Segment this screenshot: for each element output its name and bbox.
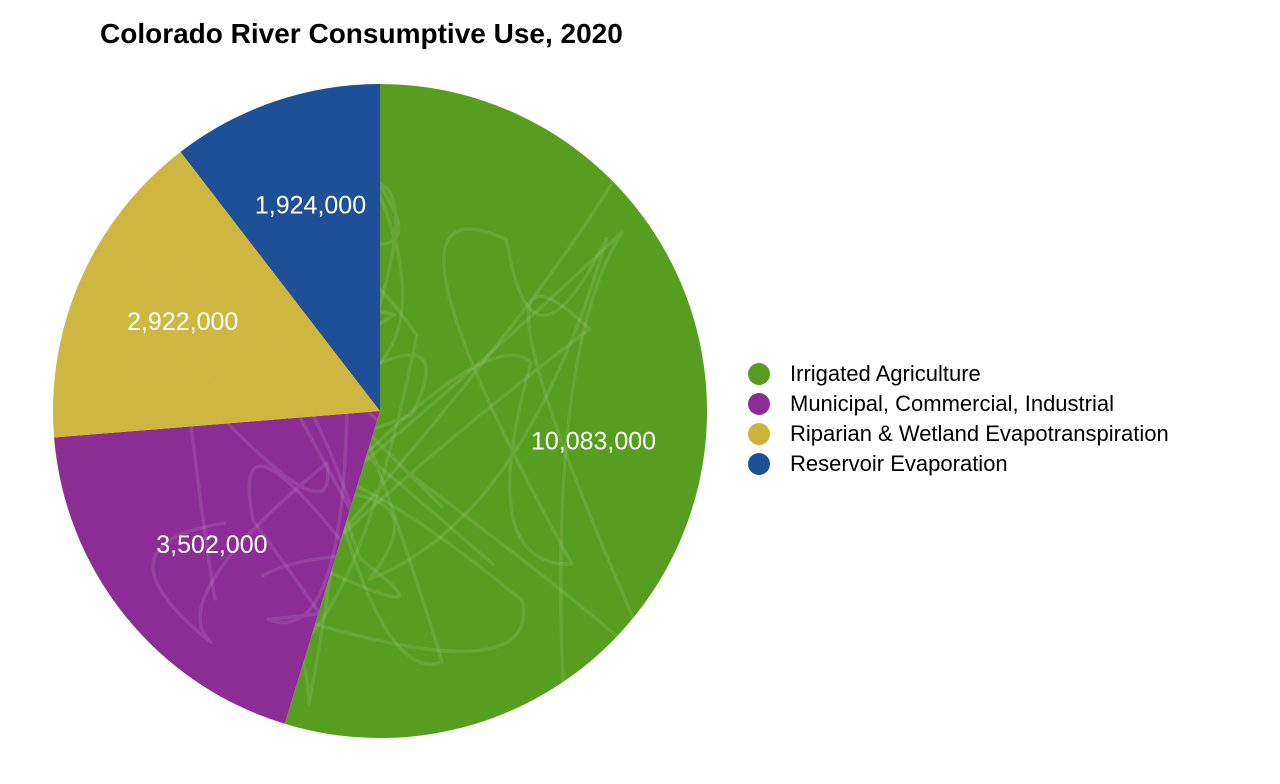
pie-slice-value-label: 10,083,000 — [531, 427, 656, 455]
chart-title: Colorado River Consumptive Use, 2020 — [100, 18, 623, 49]
legend-swatch-municipal-commercial-industrial — [748, 393, 770, 415]
pie-slice-value-label: 1,924,000 — [255, 191, 366, 219]
pie-slice-municipal-commercial-industrial — [54, 411, 380, 724]
pie-slice-irrigated-agriculture — [284, 84, 708, 738]
pie-slice-value-label: 3,502,000 — [156, 531, 267, 559]
pie-slice-reservoir-evaporation — [180, 83, 380, 411]
legend-swatch-reservoir-evaporation — [748, 453, 770, 475]
legend-swatch-irrigated-agriculture — [748, 363, 770, 385]
legend: Irrigated Agriculture Municipal, Commerc… — [748, 359, 1169, 479]
legend-swatch-riparian-wetland-evapotranspiration — [748, 423, 770, 445]
legend-label: Reservoir Evaporation — [790, 451, 1008, 476]
legend-item-reservoir-evaporation: Reservoir Evaporation — [748, 449, 1169, 479]
pie-chart: 10,083,000 3,502,000 2,922,000 1,924,000 — [53, 83, 708, 738]
legend-item-municipal-commercial-industrial: Municipal, Commercial, Industrial — [748, 389, 1169, 419]
legend-item-irrigated-agriculture: Irrigated Agriculture — [748, 359, 1169, 389]
legend-item-riparian-wetland-evapotranspiration: Riparian & Wetland Evapotranspiration — [748, 419, 1169, 449]
pie-slice-value-label: 2,922,000 — [127, 308, 238, 336]
legend-label: Riparian & Wetland Evapotranspiration — [790, 421, 1169, 446]
legend-label: Irrigated Agriculture — [790, 361, 981, 386]
legend-label: Municipal, Commercial, Industrial — [790, 391, 1114, 416]
